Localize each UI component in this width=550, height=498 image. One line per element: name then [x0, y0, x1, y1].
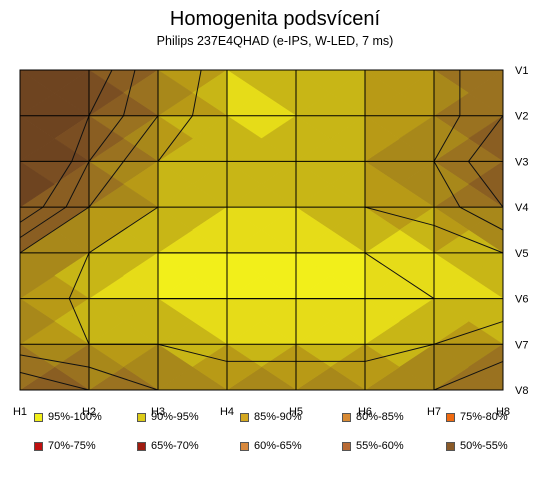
y-tick-label: V3	[515, 156, 528, 168]
contour-line	[433, 320, 504, 345]
legend-swatch	[240, 441, 249, 451]
y-tick-label: V2	[515, 111, 528, 123]
contour-line	[68, 252, 90, 299]
x-tick-label: H5	[289, 406, 303, 418]
contour-line	[19, 206, 67, 239]
legend-swatch	[240, 412, 249, 422]
contour-line	[192, 69, 202, 116]
y-tick-label: V8	[515, 385, 528, 397]
legend-label: 85%-90%	[254, 411, 302, 423]
legend-swatch	[342, 441, 351, 451]
contour-line	[88, 115, 124, 162]
contour-line	[68, 298, 90, 345]
x-tick-label: H4	[220, 406, 234, 418]
legend-item: 60%-65%	[240, 440, 302, 452]
contour-line	[157, 343, 228, 362]
chart-title: Homogenita podsvícení	[169, 8, 381, 30]
legend-item: 80%-85%	[342, 411, 404, 423]
contour-line	[19, 371, 90, 391]
contour-line	[364, 206, 435, 226]
legend-label: 50%-55%	[460, 440, 508, 452]
chart-subtitle: Philips 237E4QHAD (e-IPS, W-LED, 7 ms)	[156, 34, 394, 48]
contour-line	[433, 224, 504, 254]
contour-line	[433, 115, 461, 162]
plot-frame	[19, 69, 504, 391]
legend-label: 55%-60%	[356, 440, 404, 452]
contour-line	[123, 69, 136, 116]
contour-line	[468, 161, 504, 208]
legend-label: 80%-85%	[356, 411, 404, 423]
legend-label: 70%-75%	[48, 440, 96, 452]
contour-line	[88, 161, 124, 208]
x-tick-label: H1	[13, 406, 27, 418]
contour-line	[468, 115, 504, 162]
contour-line	[19, 206, 44, 223]
contour-line	[364, 343, 435, 362]
contour-line	[19, 354, 90, 368]
contour-line	[19, 206, 90, 254]
legend-item: 55%-60%	[342, 440, 404, 452]
y-tick-label: V7	[515, 339, 528, 351]
legend-item: 90%-95%	[137, 411, 199, 423]
x-tick-label: H2	[82, 406, 96, 418]
legend-label: 90%-95%	[151, 411, 199, 423]
x-tick-label: H3	[151, 406, 165, 418]
contour-line	[71, 115, 90, 162]
legend-item: 95%-100%	[34, 411, 102, 423]
legend-swatch	[34, 441, 43, 451]
contour-line	[459, 206, 504, 231]
legend-item: 70%-75%	[34, 440, 96, 452]
contour-line	[65, 161, 90, 208]
y-tick-label: V6	[515, 294, 528, 306]
legend-label: 75%-80%	[460, 411, 508, 423]
legend-swatch	[342, 412, 351, 422]
contour-line	[157, 115, 193, 162]
contour-line	[88, 366, 159, 391]
contour-line	[364, 252, 435, 299]
x-tick-label: H6	[358, 406, 372, 418]
contour-line	[433, 360, 504, 391]
legend-item: 50%-55%	[446, 440, 508, 452]
y-tick-label: V4	[515, 202, 528, 214]
legend-swatch	[137, 412, 146, 422]
legend-item: 75%-80%	[446, 411, 508, 423]
legend-label: 60%-65%	[254, 440, 302, 452]
contour-line	[88, 206, 159, 254]
legend-item: 65%-70%	[137, 440, 199, 452]
y-tick-label: V1	[515, 65, 528, 77]
contour-line	[42, 161, 73, 208]
legend-swatch	[34, 412, 43, 422]
legend-swatch	[446, 441, 455, 451]
x-tick-label: H7	[427, 406, 441, 418]
legend-swatch	[137, 441, 146, 451]
x-tick-label: H8	[496, 406, 510, 418]
contour-line	[433, 161, 461, 208]
legend-swatch	[446, 412, 455, 422]
contour-line	[123, 115, 159, 162]
legend-label: 95%-100%	[48, 411, 102, 423]
contour-line	[88, 69, 113, 116]
y-tick-label: V5	[515, 248, 528, 260]
legend-label: 65%-70%	[151, 440, 199, 452]
legend-item: 85%-90%	[240, 411, 302, 423]
